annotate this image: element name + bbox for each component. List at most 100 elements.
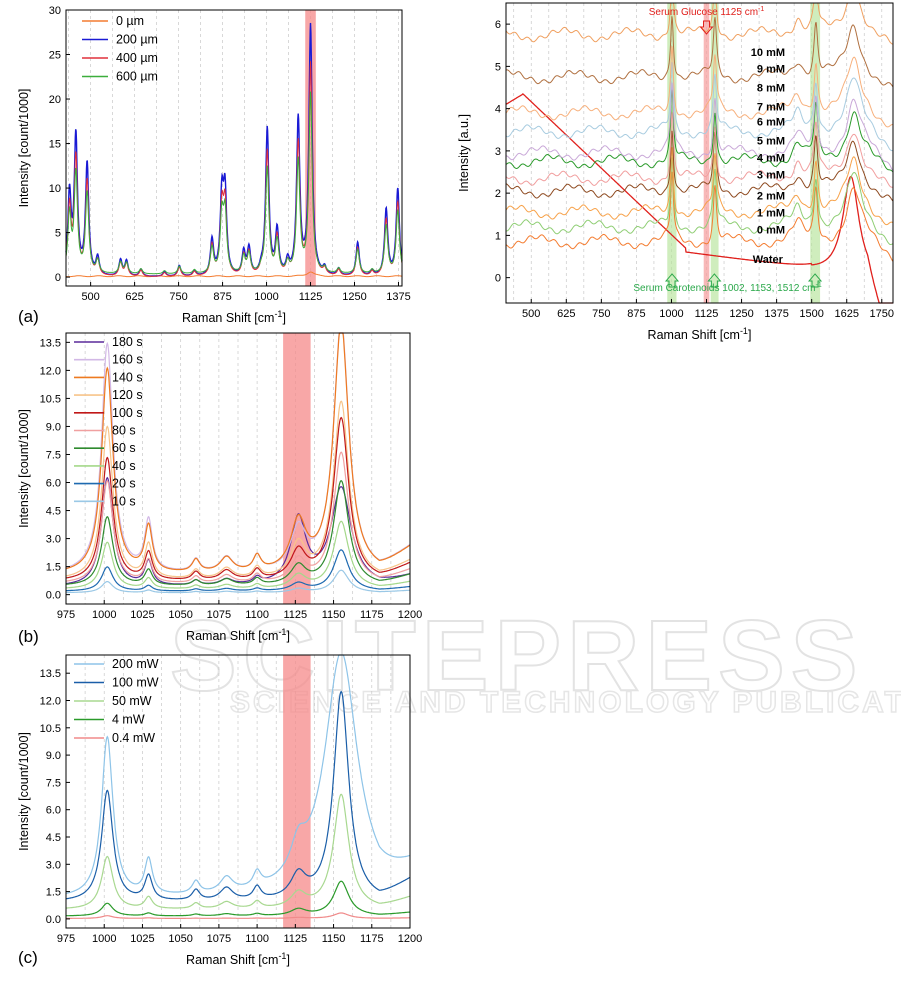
x-tick-label: 1075 bbox=[207, 933, 231, 945]
chart-panel-a: 500 625 750 875 1000 1125 1250 1375 0 5 10 15 20 25 30… bbox=[17, 5, 411, 326]
series-line bbox=[505, 46, 893, 128]
x-tick-label: 1175 bbox=[360, 933, 384, 945]
carotenoid-band bbox=[710, 3, 719, 303]
trace-label: 4 mM bbox=[757, 152, 785, 164]
legend: 180 s 160 s 140 s 120 s 100 s 80 s 60 s 40 s 20 … bbox=[74, 335, 143, 508]
y-tick-label: 3 bbox=[495, 146, 501, 158]
y-tick-label: 7.5 bbox=[46, 777, 61, 789]
x-tick-label: 500 bbox=[522, 308, 540, 320]
x-axis-label: Raman Shift [cm-1] bbox=[186, 627, 290, 643]
legend-entry: 10 s bbox=[112, 494, 136, 508]
y-tick-label: 6.0 bbox=[46, 805, 61, 817]
plot-frame bbox=[65, 9, 403, 287]
trace-label: 6 mM bbox=[757, 117, 785, 129]
panel-label: (c) bbox=[18, 948, 38, 967]
y-tick-label: 5 bbox=[55, 228, 61, 240]
x-tick-label: 1500 bbox=[799, 308, 823, 320]
x-tick-label: 625 bbox=[557, 308, 575, 320]
up-arrow-icon bbox=[807, 273, 823, 288]
y-tick-label: 0.0 bbox=[46, 590, 61, 602]
legend-entry: 60 s bbox=[112, 441, 136, 455]
x-tick-label: 1000 bbox=[659, 308, 683, 320]
x-tick-label: 1125 bbox=[284, 933, 308, 945]
y-tick-label: 3.0 bbox=[46, 859, 61, 871]
x-tick-label: 1025 bbox=[130, 933, 154, 945]
x-tick-label: 500 bbox=[81, 291, 99, 303]
carotenoid-annotation: Serum Carotenoids 1002, 1153, 1512 cm-1 bbox=[633, 282, 821, 294]
y-tick-label: 20 bbox=[49, 94, 61, 106]
y-tick-label: 5 bbox=[495, 61, 501, 73]
legend-entry: 4 mW bbox=[112, 713, 145, 727]
legend-entry: 140 s bbox=[112, 370, 143, 384]
y-axis-label: Intensity [count/1000] bbox=[17, 89, 31, 208]
x-tick-label: 1625 bbox=[834, 308, 858, 320]
x-tick-label: 1050 bbox=[168, 933, 192, 945]
series-line bbox=[505, 130, 894, 202]
series-line bbox=[505, 171, 894, 262]
series-line bbox=[66, 880, 411, 917]
series-line bbox=[66, 271, 403, 278]
legend-entry: 20 s bbox=[112, 477, 136, 491]
y-tick-label: 10.5 bbox=[40, 723, 61, 735]
legend-entry: 0 µm bbox=[116, 14, 144, 28]
x-tick-label: 1750 bbox=[870, 308, 894, 320]
glucose-band bbox=[283, 655, 311, 928]
trace-label: 1 mM bbox=[757, 207, 785, 219]
x-axis-label: Raman Shift [cm-1] bbox=[648, 326, 752, 342]
y-tick-label: 1.5 bbox=[46, 887, 61, 899]
y-tick-label: 12.0 bbox=[40, 696, 61, 708]
x-tick-label: 875 bbox=[627, 308, 645, 320]
y-tick-label: 0 bbox=[495, 273, 501, 285]
trace-label: 7 mM bbox=[757, 102, 785, 114]
x-tick-label: 1200 bbox=[398, 609, 422, 621]
legend-entry: 100 mW bbox=[112, 676, 159, 690]
series-line bbox=[505, 112, 893, 188]
y-axis-label: Intensity [count/1000] bbox=[17, 732, 31, 851]
series-line bbox=[65, 654, 411, 894]
legend-entry: 180 s bbox=[112, 335, 143, 349]
y-tick-label: 6.0 bbox=[46, 478, 61, 490]
y-tick-label: 0.0 bbox=[46, 914, 61, 926]
trace-label: 3 mM bbox=[757, 169, 785, 181]
x-tick-label: 1125 bbox=[284, 609, 308, 621]
legend-entry: 50 mW bbox=[112, 694, 152, 708]
glucose-band bbox=[283, 333, 311, 604]
series-line bbox=[65, 332, 411, 571]
x-tick-label: 1375 bbox=[764, 308, 788, 320]
x-tick-label: 1000 bbox=[254, 291, 278, 303]
glucose-annotation: Serum Glucose 1125 cm-1 bbox=[649, 6, 765, 18]
x-tick-label: 1100 bbox=[245, 609, 269, 621]
x-tick-label: 750 bbox=[592, 308, 610, 320]
y-tick-label: 9.0 bbox=[46, 421, 61, 433]
legend-entry: 120 s bbox=[112, 388, 143, 402]
series-line bbox=[65, 520, 411, 589]
legend-entry: 160 s bbox=[112, 353, 143, 367]
series-line bbox=[65, 400, 411, 578]
trace-label-water: Water bbox=[753, 254, 784, 266]
legend-entry: 0.4 mW bbox=[112, 731, 155, 745]
y-tick-label: 6 bbox=[495, 19, 501, 31]
y-tick-label: 4 bbox=[495, 104, 501, 116]
legend-entry: 100 s bbox=[112, 406, 143, 420]
x-tick-label: 750 bbox=[169, 291, 187, 303]
x-axis-label: Raman Shift [cm-1] bbox=[186, 951, 290, 967]
chart-panel-right: Water 0 mM 1 mM 2 mM 3 mM 4 mM 5 mM 6 mM 7 mM 8 m… bbox=[457, 2, 894, 342]
y-tick-label: 10.5 bbox=[40, 393, 61, 405]
chart-panel-b: 975 1000 1025 1050 1075 1100 1125 1150 1175 1200 0… bbox=[17, 332, 422, 646]
y-tick-label: 15 bbox=[49, 139, 61, 151]
x-tick-label: 1100 bbox=[245, 933, 269, 945]
y-axis-label: Intensity [count/1000] bbox=[17, 409, 31, 528]
trace-label: 8 mM bbox=[757, 83, 785, 95]
y-tick-label: 7.5 bbox=[46, 449, 61, 461]
series-line bbox=[66, 480, 411, 585]
carotenoid-band bbox=[810, 3, 821, 303]
x-tick-label: 1250 bbox=[342, 291, 366, 303]
trace-label: 9 mM bbox=[757, 64, 785, 76]
y-tick-label: 1.5 bbox=[46, 562, 61, 574]
x-tick-label: 1375 bbox=[386, 291, 410, 303]
x-tick-label: 1200 bbox=[398, 933, 422, 945]
legend-entry: 200 µm bbox=[116, 33, 158, 47]
y-tick-label: 30 bbox=[49, 5, 61, 17]
x-tick-label: 1125 bbox=[695, 308, 719, 320]
